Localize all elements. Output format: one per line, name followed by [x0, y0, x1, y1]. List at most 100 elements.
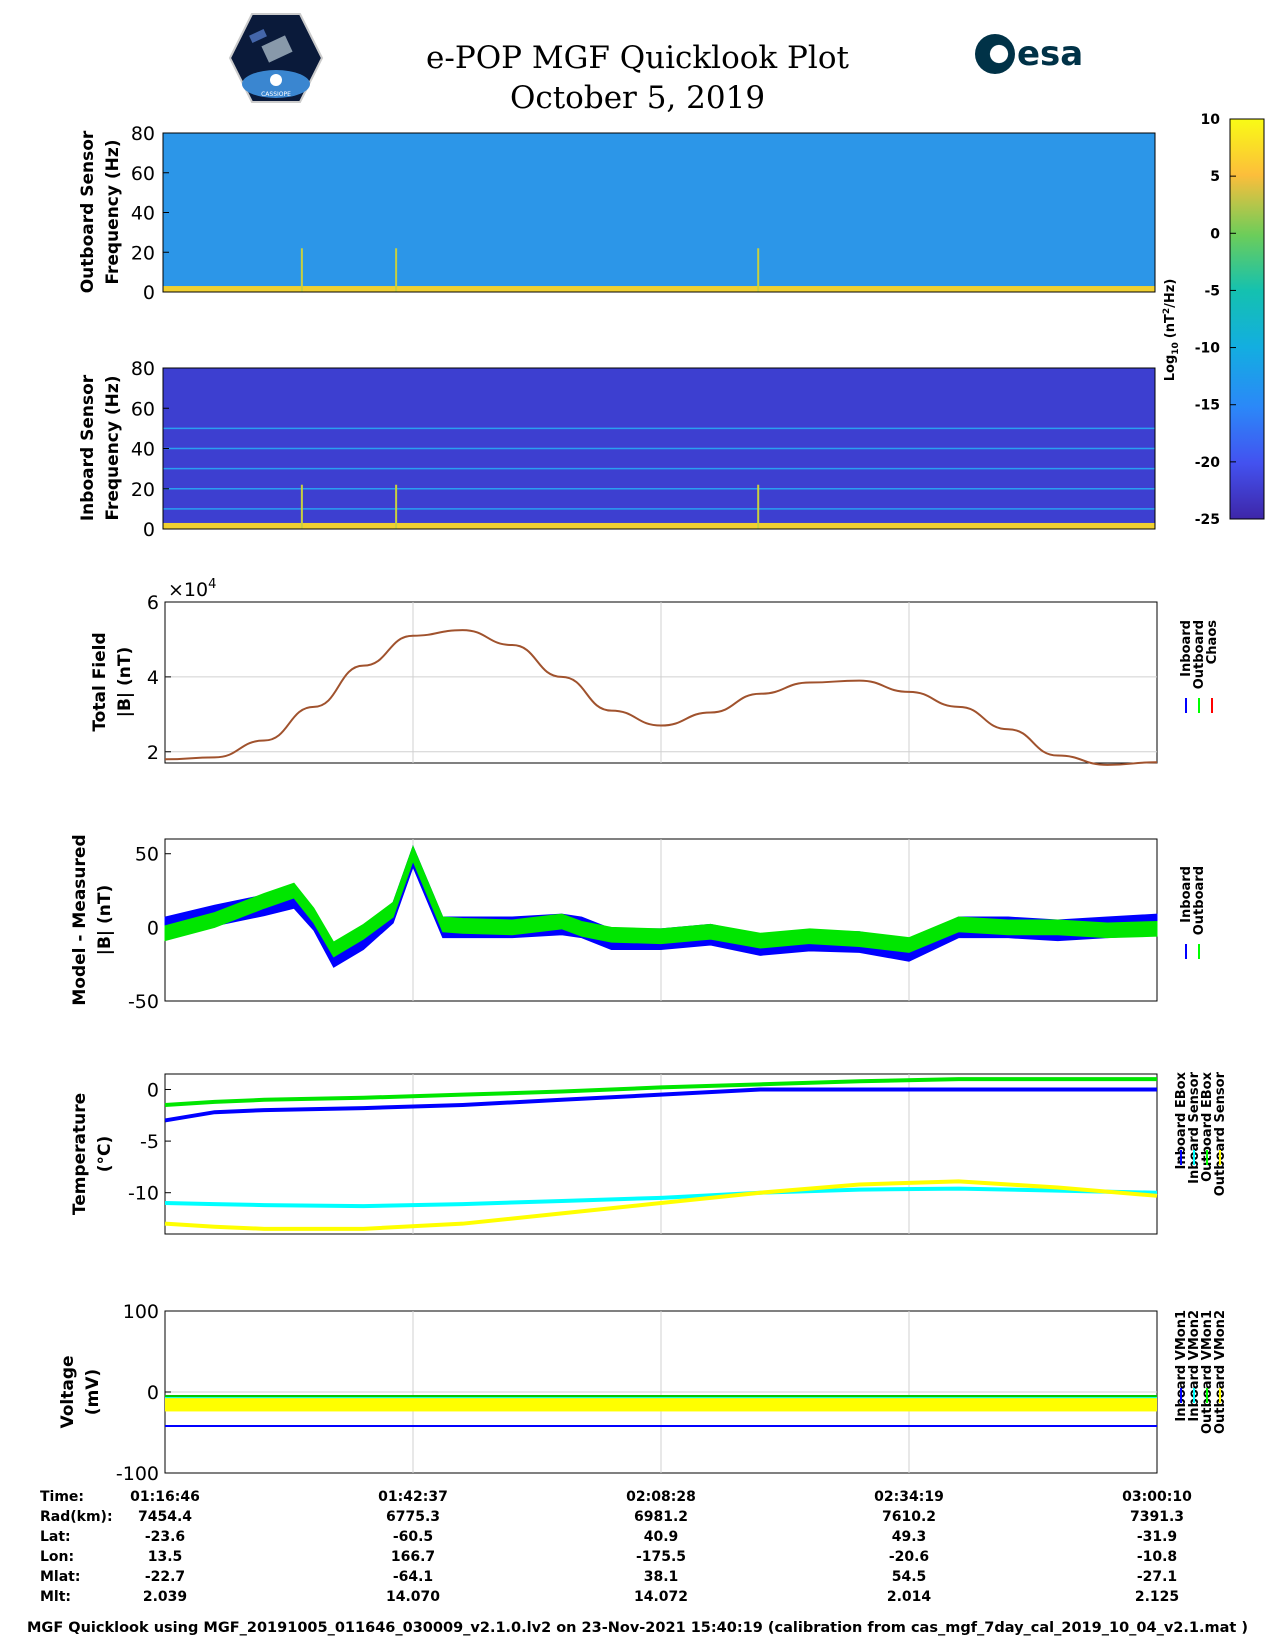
legend-label: Outboard [1192, 866, 1207, 935]
plot-title: e-POP MGF Quicklook Plot [426, 40, 849, 76]
legend-label: Outboard VMon2 [1213, 1310, 1228, 1434]
info-value-lat: 49.3 [891, 1529, 927, 1545]
ytick-label: 50 [135, 844, 159, 866]
legend-label: Inboard EBox [1174, 1071, 1189, 1169]
total-field-chaos-line [164, 629, 1158, 766]
total-field-yticks: 6 4 2 [147, 592, 171, 764]
ytick-label: 0 [147, 917, 159, 939]
info-value-rad: 7454.4 [137, 1509, 193, 1525]
info-value-mlat: 38.1 [643, 1569, 679, 1585]
colorbar-ticks: 10 5 0 -5 -10 -15 -20 -25 [1195, 112, 1236, 528]
panel-outboard-spectrogram: 80 60 40 20 0 Outboard Sensor Frequency (Hz) [78, 123, 1156, 304]
voltage-grid [165, 1311, 1157, 1473]
colorbar-tick-label: 0 [1210, 226, 1220, 242]
info-value-time: 02:08:28 [626, 1489, 696, 1505]
panel-temperature: 0 -5 -10 Temperature (°C) Inboard EBoxInbo… [70, 1071, 1228, 1235]
legend-label: Chaos [1205, 620, 1220, 664]
legend-label: Outboard VMon1 [1200, 1310, 1215, 1434]
info-row-label: Lon: [40, 1549, 75, 1565]
info-value-time: 01:42:37 [378, 1489, 448, 1505]
ytick-label: 0 [147, 1382, 159, 1404]
temperature-ylabel-line1: Temperature [70, 1093, 90, 1215]
total-field-ylabel-line1: Total Field [90, 632, 110, 731]
ytick-label: 60 [131, 398, 155, 420]
ytick-label: 20 [131, 479, 155, 501]
total-field-ylabel-line2: |B| (nT) [115, 647, 135, 718]
legend-label: Inboard [1179, 620, 1194, 677]
outboard-spectrogram-image [163, 133, 1155, 292]
inboard-ylabel-line1: Inboard Sensor [78, 374, 98, 521]
info-value-lat: -31.9 [1136, 1529, 1178, 1545]
info-value-rad: 7610.2 [881, 1509, 937, 1525]
total-field-grid [165, 602, 1157, 763]
info-value-lon: -10.8 [1136, 1549, 1178, 1565]
footer-caption: MGF Quicklook using MGF_20191005_011646_… [26, 1620, 1248, 1636]
colorbar-tick-label: -25 [1195, 512, 1220, 528]
ytick-label: 20 [131, 242, 155, 264]
info-value-rad: 6981.2 [633, 1509, 689, 1525]
ytick-label: 80 [131, 123, 155, 145]
colorbar-tick-label: -10 [1195, 341, 1221, 357]
outboard-ylabel-line1: Outboard Sensor [78, 130, 98, 293]
colorbar-label-unit-post: /Hz) [1163, 279, 1178, 308]
temperature-line-inboard-ebox [164, 1087, 1157, 1123]
total-field-multiplier-base: ×10 [168, 579, 208, 601]
colorbar-tick-label: -15 [1195, 398, 1220, 414]
model-measured-ylabel-line2: |B| (nT) [95, 885, 115, 956]
ytick-label: 4 [147, 667, 159, 689]
info-row-label: Mlt: [40, 1589, 72, 1605]
colorbar-label-sub: 10 [1171, 342, 1181, 355]
ytick-label: 40 [131, 203, 155, 225]
temperature-yticks: 0 -5 -10 [128, 1079, 171, 1205]
model-measured-series [164, 844, 1158, 968]
colorbar-label: Log10 (nT2/Hz) [1162, 279, 1181, 382]
info-row-label: Time: [40, 1489, 85, 1505]
ytick-label: -5 [140, 1131, 159, 1153]
colorbar-label-unit-pre: (nT [1163, 314, 1178, 338]
panel-voltage: 100 0 -100 Voltage (mV) Inboard VMon1Inboa… [58, 1301, 1228, 1485]
info-value-time: 01:16:46 [130, 1489, 200, 1505]
ytick-label: 6 [147, 592, 159, 614]
model-measured-band-outboard [164, 844, 1158, 958]
legend-label: Inboard [1179, 866, 1194, 923]
colorbar-tick-label: 5 [1210, 169, 1220, 185]
info-value-rad: 7391.3 [1129, 1509, 1185, 1525]
ytick-label: -10 [128, 1183, 159, 1205]
ytick-label: 0 [147, 1079, 159, 1101]
colorbar-tick-label: -20 [1195, 455, 1221, 471]
info-value-mlat: 54.5 [891, 1569, 927, 1585]
info-value-lon: 166.7 [390, 1549, 436, 1565]
legend-label: Inboard Sensor [1187, 1071, 1202, 1183]
info-value-lon: -175.5 [635, 1549, 687, 1565]
low-frequency-band [163, 286, 1155, 292]
ytick-label: 60 [131, 163, 155, 185]
voltage-series [165, 1395, 1157, 1428]
temperature-grid [412, 1074, 910, 1234]
ytick-label: -50 [128, 991, 159, 1013]
info-value-mlt: 2.125 [1134, 1589, 1180, 1605]
model-measured-yticks: 50 0 -50 [128, 844, 171, 1013]
ytick-label: 100 [123, 1301, 159, 1323]
cassiope-logo-text: CASSIOPE [261, 91, 291, 98]
model-measured-ylabel-line1: Model - Measured [70, 834, 90, 1005]
inboard-spectrogram-features [163, 427, 1155, 529]
voltage-ylabel-line1: Voltage [58, 1355, 78, 1428]
info-value-mlat: -64.1 [392, 1569, 434, 1585]
info-row-label: Mlat: [40, 1569, 81, 1585]
legend-label: Outboard EBox [1200, 1071, 1215, 1181]
info-value-time: 02:34:19 [874, 1489, 944, 1505]
outboard-spectrogram-yticks: 80 60 40 20 0 [131, 123, 169, 304]
info-value-lon: -20.6 [888, 1549, 930, 1565]
info-value-mlt: 14.072 [633, 1589, 689, 1605]
outboard-spectrogram-features [163, 248, 1155, 292]
total-field-multiplier-exp: 4 [208, 577, 216, 592]
colorbar-tick-label: -5 [1204, 283, 1220, 299]
temperature-series [164, 1077, 1158, 1231]
esa-logo-mark [975, 34, 1015, 74]
legend-label: Outboard [1192, 620, 1207, 689]
info-value-mlt: 2.039 [142, 1589, 188, 1605]
